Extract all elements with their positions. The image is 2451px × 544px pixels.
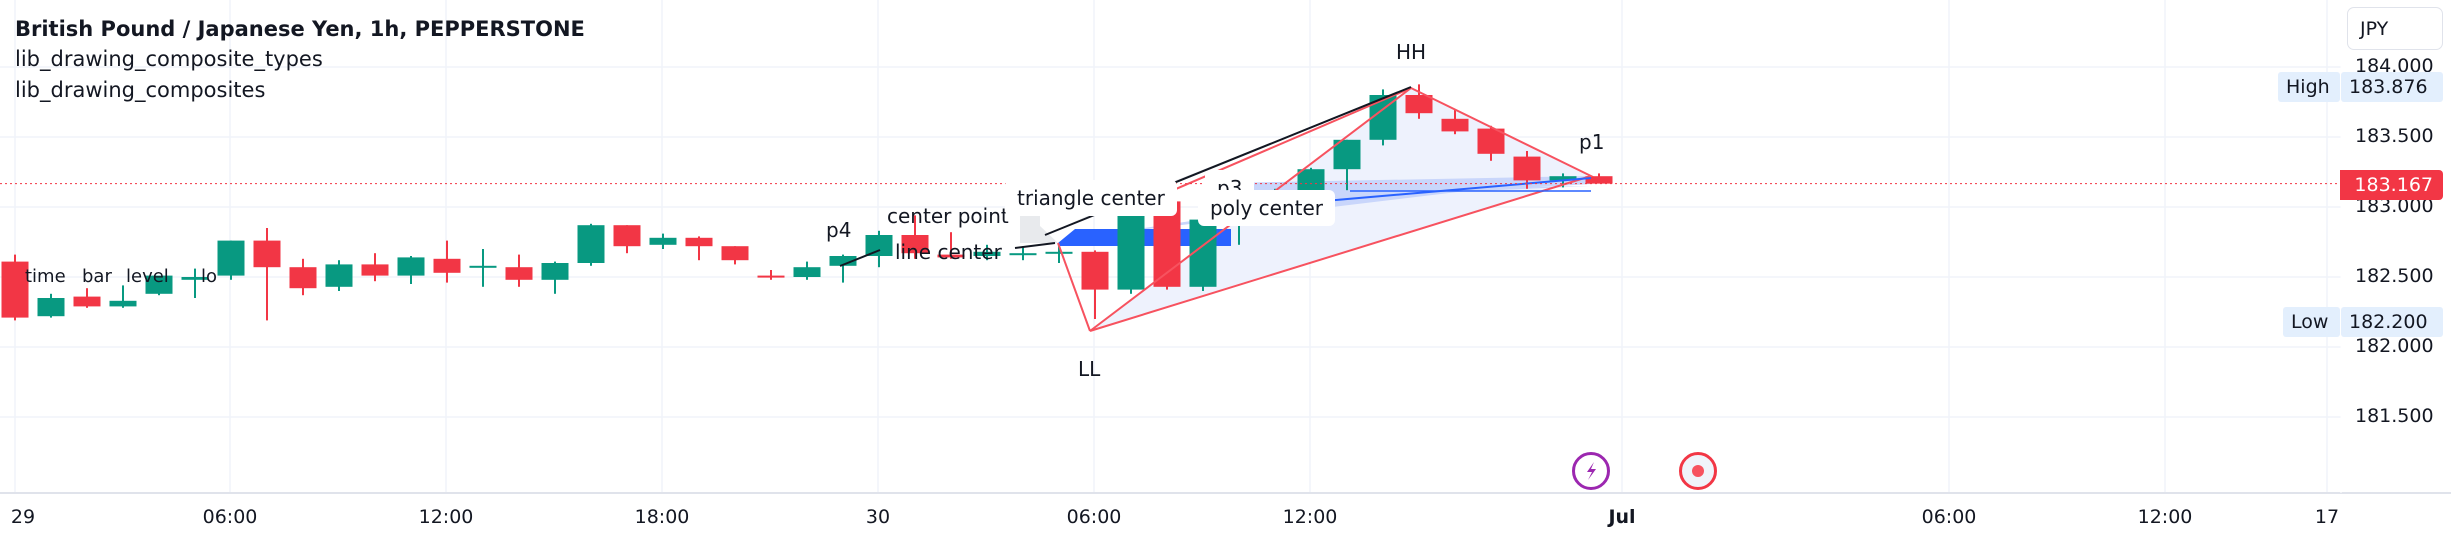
time-tick: Jul <box>1608 506 1636 528</box>
price-tick: 182.000 <box>2355 335 2434 357</box>
label-p1: p1 <box>1579 130 1605 154</box>
time-tick: 06:00 <box>1921 506 1977 528</box>
time-tick: 18:00 <box>634 506 690 528</box>
label-bar: bar <box>82 266 112 287</box>
price-tick: 181.500 <box>2355 405 2434 427</box>
time-tick: 12:00 <box>2137 506 2193 528</box>
time-tick: 12:00 <box>418 506 474 528</box>
time-tick: 30 <box>865 506 891 528</box>
label-triangle-center: triangle center <box>1005 180 1177 216</box>
symbol-title[interactable]: British Pound / Japanese Yen, 1h, PEPPER… <box>15 17 585 41</box>
indicator-composite-types[interactable]: lib_drawing_composite_types <box>15 47 323 71</box>
indicator-composites[interactable]: lib_drawing_composites <box>15 78 266 102</box>
price-tick: 184.000 <box>2355 55 2434 77</box>
label-level: level <box>126 266 169 287</box>
chart-legend: British Pound / Japanese Yen, 1h, PEPPER… <box>15 14 585 106</box>
low-value-tag: 182.200 <box>2341 307 2443 337</box>
label-line-center: line center <box>895 240 1002 264</box>
record-event-icon[interactable] <box>1679 452 1717 490</box>
high-value-tag: 183.876 <box>2341 72 2443 102</box>
high-label-tag: High <box>2278 72 2340 102</box>
currency-button[interactable]: JPY <box>2347 7 2443 50</box>
price-tick: 182.500 <box>2355 265 2434 287</box>
last-price-tag: 183.167 <box>2340 170 2443 200</box>
time-tick: 17 <box>2314 506 2340 528</box>
price-tick: 183.500 <box>2355 125 2434 147</box>
time-tick: 06:00 <box>1066 506 1122 528</box>
low-label-tag: Low <box>2283 307 2340 337</box>
label-center-point: center point <box>887 204 1009 228</box>
label-hh: HH <box>1396 40 1427 64</box>
time-tick: 29 <box>10 506 36 528</box>
label-time: time <box>25 266 66 287</box>
label-lo: lo <box>201 266 218 287</box>
label-p4: p4 <box>826 218 852 242</box>
label-poly-center: poly center <box>1198 190 1336 226</box>
time-tick: 12:00 <box>1282 506 1338 528</box>
time-tick: 06:00 <box>202 506 258 528</box>
label-ll: LL <box>1078 357 1101 381</box>
lightning-event-icon[interactable] <box>1572 452 1610 490</box>
price-tick: 183.000 <box>2355 195 2434 217</box>
